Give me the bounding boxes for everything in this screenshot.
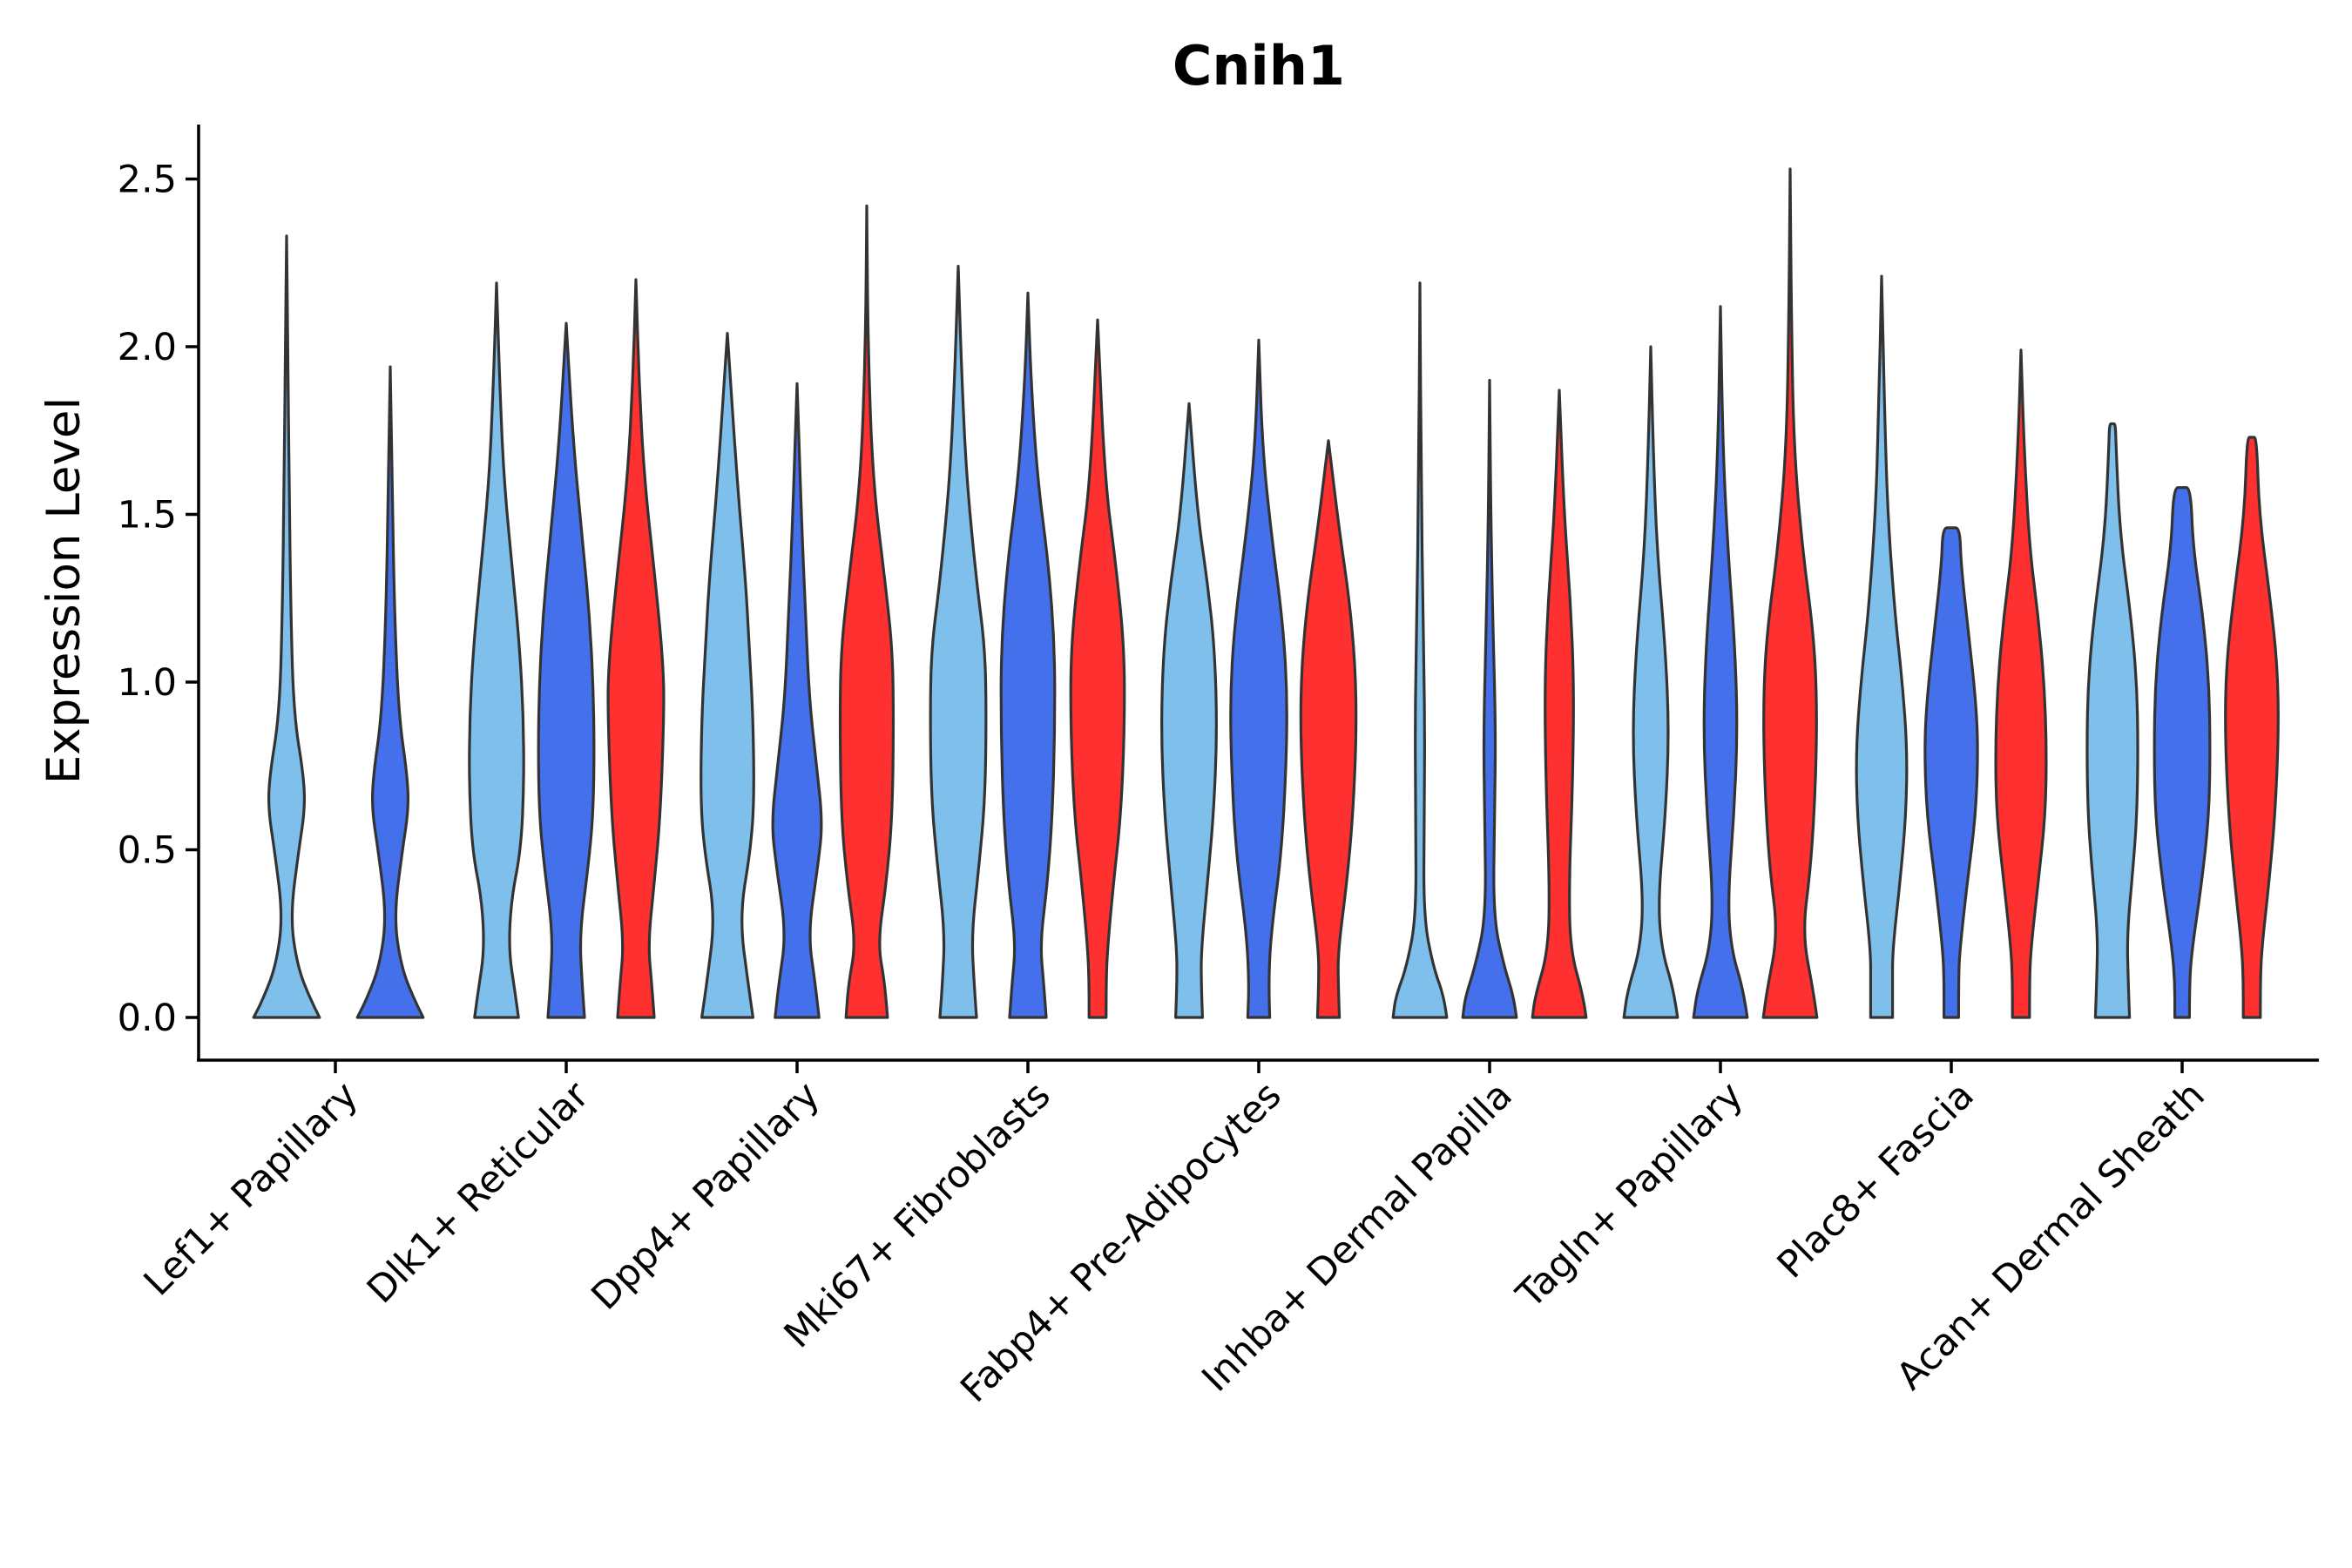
violin-7-2 bbox=[1692, 305, 1749, 1019]
violin-5-2 bbox=[1229, 338, 1288, 1019]
violin-4-2 bbox=[999, 291, 1057, 1019]
violin-9-2 bbox=[2153, 486, 2212, 1019]
x-tick-label: Mki67+ Fibroblasts bbox=[776, 1073, 1059, 1356]
violin-7-3 bbox=[1761, 167, 1819, 1019]
violin-7-1 bbox=[1622, 345, 1680, 1019]
violin-5-3 bbox=[1299, 439, 1358, 1019]
y-axis-label: Expression Level bbox=[37, 397, 91, 784]
y-tick-label: 2.5 bbox=[118, 159, 177, 202]
y-tick-label: 0.5 bbox=[118, 829, 177, 873]
chart-title: Cnih1 bbox=[1173, 34, 1345, 98]
violin-1-1 bbox=[252, 234, 321, 1019]
violin-9-3 bbox=[2224, 436, 2280, 1019]
y-tick-label: 1.0 bbox=[118, 661, 177, 705]
x-tick-label: Dpp4+ Papillary bbox=[584, 1073, 828, 1318]
violin-6-2 bbox=[1461, 378, 1518, 1019]
violin-4-3 bbox=[1069, 318, 1126, 1019]
violin-3-2 bbox=[771, 382, 823, 1019]
violin-3-3 bbox=[838, 204, 896, 1019]
violin-5-1 bbox=[1160, 402, 1218, 1019]
violin-4-1 bbox=[929, 265, 988, 1019]
violin-6-3 bbox=[1531, 389, 1588, 1019]
violin-3-1 bbox=[700, 332, 755, 1019]
violin-2-2 bbox=[537, 321, 596, 1019]
x-tick-label: Plac8+ Fascia bbox=[1769, 1073, 1983, 1287]
y-ticks: 0.0 0.5 1.0 1.5 2.0 2.5 bbox=[118, 159, 199, 1040]
violin-8-1 bbox=[1855, 274, 1909, 1019]
violin-6-1 bbox=[1391, 281, 1449, 1019]
y-tick-label: 2.0 bbox=[118, 326, 177, 369]
violin-1-2 bbox=[355, 365, 425, 1019]
y-tick-label: 0.0 bbox=[118, 997, 177, 1040]
violin-2-3 bbox=[606, 278, 666, 1019]
violin-9-1 bbox=[2085, 422, 2139, 1019]
x-tick-label: Dlk1+ Reticular bbox=[359, 1073, 598, 1312]
violins-layer bbox=[252, 167, 2280, 1019]
violin-2-1 bbox=[468, 281, 525, 1019]
y-tick-label: 1.5 bbox=[118, 494, 177, 537]
x-tick-label: Lef1+ Papillary bbox=[136, 1073, 367, 1304]
violin-8-2 bbox=[1923, 526, 1979, 1019]
violin-8-3 bbox=[1994, 348, 2048, 1019]
x-tick-label: Tagln+ Papillary bbox=[1508, 1073, 1752, 1317]
